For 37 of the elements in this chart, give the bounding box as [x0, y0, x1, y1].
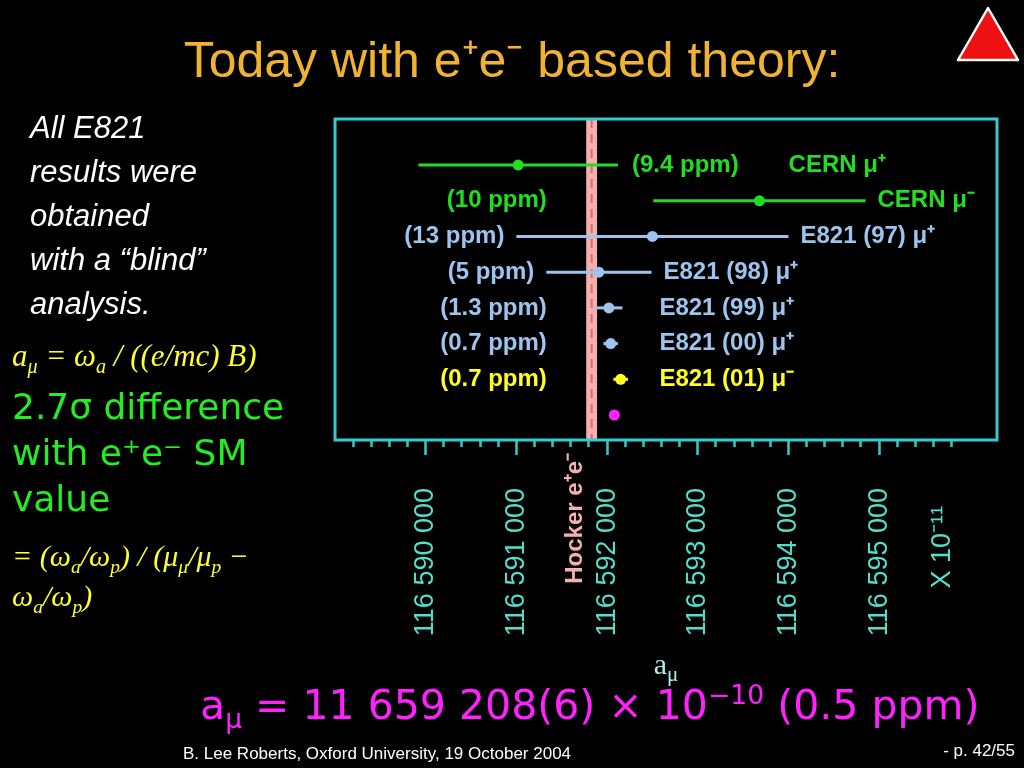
y-tick-label: CERN μ⁺ [788, 149, 886, 177]
annotation: (0.7 ppm) [440, 363, 547, 391]
text: 2.7σ difference with e⁺e⁻ SM value [12, 385, 286, 521]
text: X 10⁻¹¹ [925, 505, 956, 589]
text: All E821 results were obtained with a “blind” analysis. [30, 109, 208, 323]
x-tick-label: 116 592 000 [590, 488, 621, 637]
annotation: (5 ppm) [447, 256, 535, 284]
point [593, 266, 605, 278]
point [605, 338, 617, 350]
text: - p. 42/55 [943, 740, 1015, 762]
text: a$_{μ}$ = ω$_{a}$ / ((e/mc) B) [12, 337, 258, 378]
annotation: (13 ppm) [404, 221, 505, 249]
chart-title: Today with e⁺e⁻ based theory: [182, 31, 842, 90]
annotation: (0.7 ppm) [440, 328, 547, 356]
y-tick-label: CERN μ⁻ [877, 185, 975, 213]
point [646, 230, 658, 242]
point [603, 302, 615, 314]
y-tick-label: E821 (01) μ⁻ [659, 363, 795, 391]
x-tick-label: 116 593 000 [681, 488, 712, 637]
x-tick-label: 116 591 000 [499, 488, 530, 637]
x-tick-label: 116 590 000 [409, 488, 440, 637]
point [615, 373, 627, 385]
text: B. Lee Roberts, Oxford University, 19 October 2004 [183, 743, 572, 765]
point [608, 409, 620, 421]
y-tick-label: E821 (97) μ⁺ [800, 221, 936, 249]
point [753, 195, 765, 207]
annotation: (10 ppm) [446, 185, 547, 213]
point [512, 159, 524, 171]
x-tick-label: 116 594 000 [771, 488, 802, 637]
band-label: Hocker e⁺e⁻ [559, 452, 587, 584]
annotation: (1.3 ppm) [440, 292, 547, 320]
y-tick-label: E821 (00) μ⁺ [659, 328, 795, 356]
x-tick-label: 116 595 000 [862, 488, 893, 637]
text: = (ω$_{a}$/ω$_{p}$) / (μ$_{μ}$/μ$_{p}$ − ω$_{a}$/ω$_{p}$) [12, 539, 250, 617]
y-tick-label: E821 (98) μ⁺ [663, 256, 799, 284]
y-tick-label: E821 (99) μ⁺ [659, 292, 795, 320]
annotation: (9.4 ppm) [631, 149, 739, 177]
